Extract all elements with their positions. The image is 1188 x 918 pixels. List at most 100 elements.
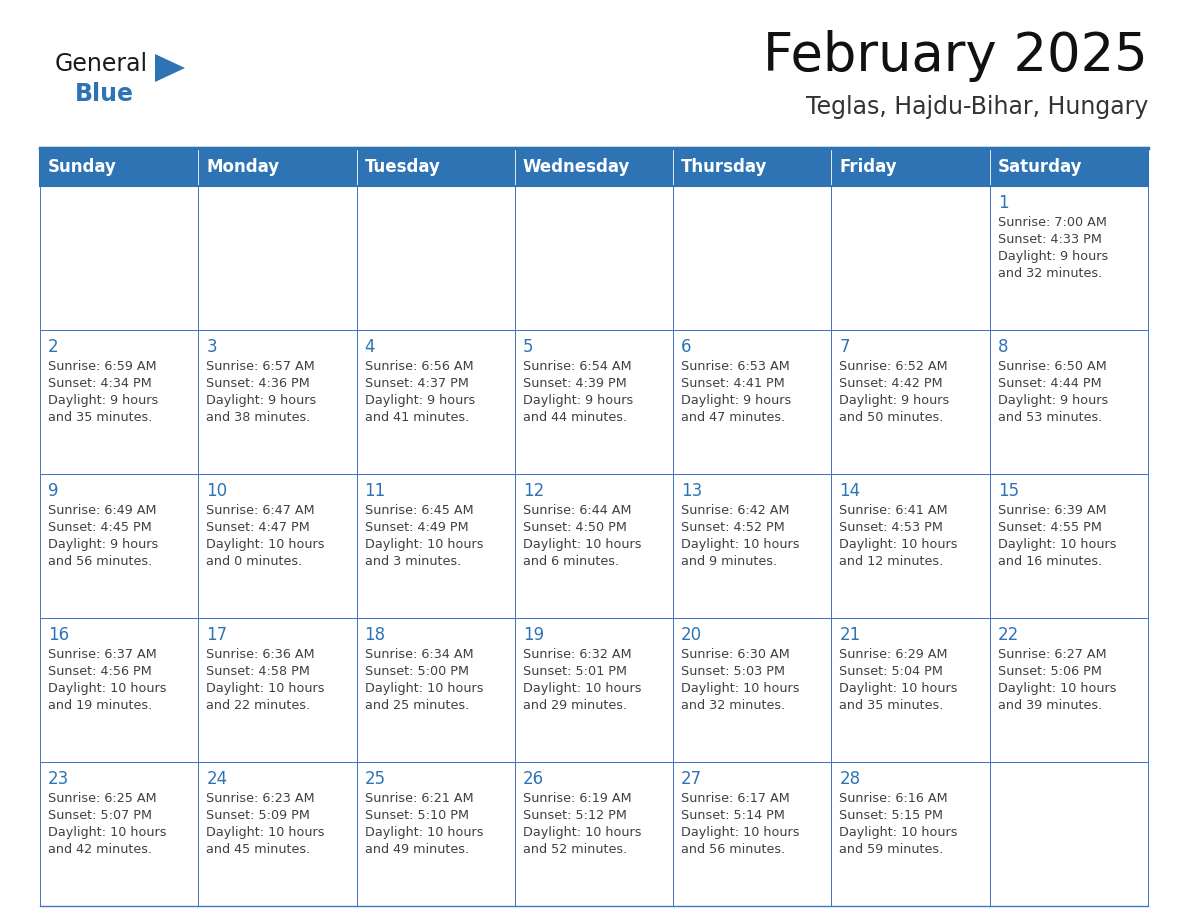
Text: Sunrise: 6:42 AM
Sunset: 4:52 PM
Daylight: 10 hours
and 9 minutes.: Sunrise: 6:42 AM Sunset: 4:52 PM Dayligh… [681,504,800,568]
Bar [990,186,1148,330]
Text: 1: 1 [998,194,1009,212]
Text: Sunrise: 6:52 AM
Sunset: 4:42 PM
Daylight: 9 hours
and 50 minutes.: Sunrise: 6:52 AM Sunset: 4:42 PM Dayligh… [840,360,949,424]
Text: 12: 12 [523,482,544,500]
Bar [990,618,1148,762]
Text: 26: 26 [523,770,544,788]
Bar [990,330,1148,474]
Bar [40,474,198,618]
Bar [832,474,990,618]
Text: Sunrise: 6:36 AM
Sunset: 4:58 PM
Daylight: 10 hours
and 22 minutes.: Sunrise: 6:36 AM Sunset: 4:58 PM Dayligh… [207,648,324,712]
Text: Sunrise: 6:54 AM
Sunset: 4:39 PM
Daylight: 9 hours
and 44 minutes.: Sunrise: 6:54 AM Sunset: 4:39 PM Dayligh… [523,360,633,424]
Bar [674,186,832,330]
Text: Sunrise: 6:49 AM
Sunset: 4:45 PM
Daylight: 9 hours
and 56 minutes.: Sunrise: 6:49 AM Sunset: 4:45 PM Dayligh… [48,504,158,568]
Text: 8: 8 [998,338,1009,356]
Text: 2: 2 [48,338,58,356]
Text: 27: 27 [681,770,702,788]
Text: 23: 23 [48,770,69,788]
Text: 6: 6 [681,338,691,356]
Text: Sunrise: 6:39 AM
Sunset: 4:55 PM
Daylight: 10 hours
and 16 minutes.: Sunrise: 6:39 AM Sunset: 4:55 PM Dayligh… [998,504,1117,568]
Text: 18: 18 [365,626,386,644]
Text: 9: 9 [48,482,58,500]
Bar [198,186,356,330]
Bar [832,148,990,186]
Text: 3: 3 [207,338,217,356]
Bar [990,474,1148,618]
Bar [198,330,356,474]
Bar [40,762,198,906]
Text: 16: 16 [48,626,69,644]
Bar [832,186,990,330]
Text: Sunrise: 6:41 AM
Sunset: 4:53 PM
Daylight: 10 hours
and 12 minutes.: Sunrise: 6:41 AM Sunset: 4:53 PM Dayligh… [840,504,958,568]
Bar [990,148,1148,186]
Text: Sunrise: 6:16 AM
Sunset: 5:15 PM
Daylight: 10 hours
and 59 minutes.: Sunrise: 6:16 AM Sunset: 5:15 PM Dayligh… [840,792,958,856]
Text: Sunrise: 6:37 AM
Sunset: 4:56 PM
Daylight: 10 hours
and 19 minutes.: Sunrise: 6:37 AM Sunset: 4:56 PM Dayligh… [48,648,166,712]
Bar [356,148,514,186]
Text: Sunrise: 6:29 AM
Sunset: 5:04 PM
Daylight: 10 hours
and 35 minutes.: Sunrise: 6:29 AM Sunset: 5:04 PM Dayligh… [840,648,958,712]
Text: 21: 21 [840,626,860,644]
Text: Monday: Monday [207,158,279,176]
Text: Sunrise: 6:25 AM
Sunset: 5:07 PM
Daylight: 10 hours
and 42 minutes.: Sunrise: 6:25 AM Sunset: 5:07 PM Dayligh… [48,792,166,856]
Bar [198,618,356,762]
Bar [832,762,990,906]
Bar [674,330,832,474]
Text: Tuesday: Tuesday [365,158,441,176]
Text: 19: 19 [523,626,544,644]
Text: Sunrise: 7:00 AM
Sunset: 4:33 PM
Daylight: 9 hours
and 32 minutes.: Sunrise: 7:00 AM Sunset: 4:33 PM Dayligh… [998,216,1108,280]
Text: Sunrise: 6:56 AM
Sunset: 4:37 PM
Daylight: 9 hours
and 41 minutes.: Sunrise: 6:56 AM Sunset: 4:37 PM Dayligh… [365,360,475,424]
Bar [40,148,198,186]
Bar [198,148,356,186]
Text: Blue: Blue [75,82,134,106]
Bar [514,148,674,186]
Text: Sunrise: 6:47 AM
Sunset: 4:47 PM
Daylight: 10 hours
and 0 minutes.: Sunrise: 6:47 AM Sunset: 4:47 PM Dayligh… [207,504,324,568]
Text: Sunrise: 6:32 AM
Sunset: 5:01 PM
Daylight: 10 hours
and 29 minutes.: Sunrise: 6:32 AM Sunset: 5:01 PM Dayligh… [523,648,642,712]
Text: Sunrise: 6:19 AM
Sunset: 5:12 PM
Daylight: 10 hours
and 52 minutes.: Sunrise: 6:19 AM Sunset: 5:12 PM Dayligh… [523,792,642,856]
Bar [674,618,832,762]
Text: Saturday: Saturday [998,158,1082,176]
Text: February 2025: February 2025 [763,30,1148,82]
Text: Sunrise: 6:34 AM
Sunset: 5:00 PM
Daylight: 10 hours
and 25 minutes.: Sunrise: 6:34 AM Sunset: 5:00 PM Dayligh… [365,648,484,712]
Bar [356,762,514,906]
Text: Sunrise: 6:45 AM
Sunset: 4:49 PM
Daylight: 10 hours
and 3 minutes.: Sunrise: 6:45 AM Sunset: 4:49 PM Dayligh… [365,504,484,568]
Bar [40,330,198,474]
Bar [198,474,356,618]
Bar [674,148,832,186]
Text: 5: 5 [523,338,533,356]
Text: 14: 14 [840,482,860,500]
Text: 24: 24 [207,770,227,788]
Text: Sunday: Sunday [48,158,116,176]
Bar [356,474,514,618]
Polygon shape [154,54,185,82]
Bar [514,762,674,906]
Bar [514,330,674,474]
Text: Friday: Friday [840,158,897,176]
Text: 11: 11 [365,482,386,500]
Bar [990,762,1148,906]
Text: Sunrise: 6:23 AM
Sunset: 5:09 PM
Daylight: 10 hours
and 45 minutes.: Sunrise: 6:23 AM Sunset: 5:09 PM Dayligh… [207,792,324,856]
Text: Sunrise: 6:57 AM
Sunset: 4:36 PM
Daylight: 9 hours
and 38 minutes.: Sunrise: 6:57 AM Sunset: 4:36 PM Dayligh… [207,360,316,424]
Text: 7: 7 [840,338,849,356]
Bar [198,762,356,906]
Bar [514,618,674,762]
Bar [832,330,990,474]
Text: Sunrise: 6:17 AM
Sunset: 5:14 PM
Daylight: 10 hours
and 56 minutes.: Sunrise: 6:17 AM Sunset: 5:14 PM Dayligh… [681,792,800,856]
Text: Sunrise: 6:59 AM
Sunset: 4:34 PM
Daylight: 9 hours
and 35 minutes.: Sunrise: 6:59 AM Sunset: 4:34 PM Dayligh… [48,360,158,424]
Text: Sunrise: 6:21 AM
Sunset: 5:10 PM
Daylight: 10 hours
and 49 minutes.: Sunrise: 6:21 AM Sunset: 5:10 PM Dayligh… [365,792,484,856]
Bar [356,618,514,762]
Text: 17: 17 [207,626,227,644]
Bar [40,618,198,762]
Text: Sunrise: 6:53 AM
Sunset: 4:41 PM
Daylight: 9 hours
and 47 minutes.: Sunrise: 6:53 AM Sunset: 4:41 PM Dayligh… [681,360,791,424]
Text: 4: 4 [365,338,375,356]
Bar [356,186,514,330]
Text: Sunrise: 6:27 AM
Sunset: 5:06 PM
Daylight: 10 hours
and 39 minutes.: Sunrise: 6:27 AM Sunset: 5:06 PM Dayligh… [998,648,1117,712]
Bar [514,474,674,618]
Text: Teglas, Hajdu-Bihar, Hungary: Teglas, Hajdu-Bihar, Hungary [805,95,1148,119]
Text: 15: 15 [998,482,1019,500]
Text: 25: 25 [365,770,386,788]
Bar [40,186,198,330]
Bar [832,618,990,762]
Text: Sunrise: 6:44 AM
Sunset: 4:50 PM
Daylight: 10 hours
and 6 minutes.: Sunrise: 6:44 AM Sunset: 4:50 PM Dayligh… [523,504,642,568]
Text: Sunrise: 6:50 AM
Sunset: 4:44 PM
Daylight: 9 hours
and 53 minutes.: Sunrise: 6:50 AM Sunset: 4:44 PM Dayligh… [998,360,1108,424]
Text: General: General [55,52,148,76]
Text: 13: 13 [681,482,702,500]
Bar [40,148,1148,186]
